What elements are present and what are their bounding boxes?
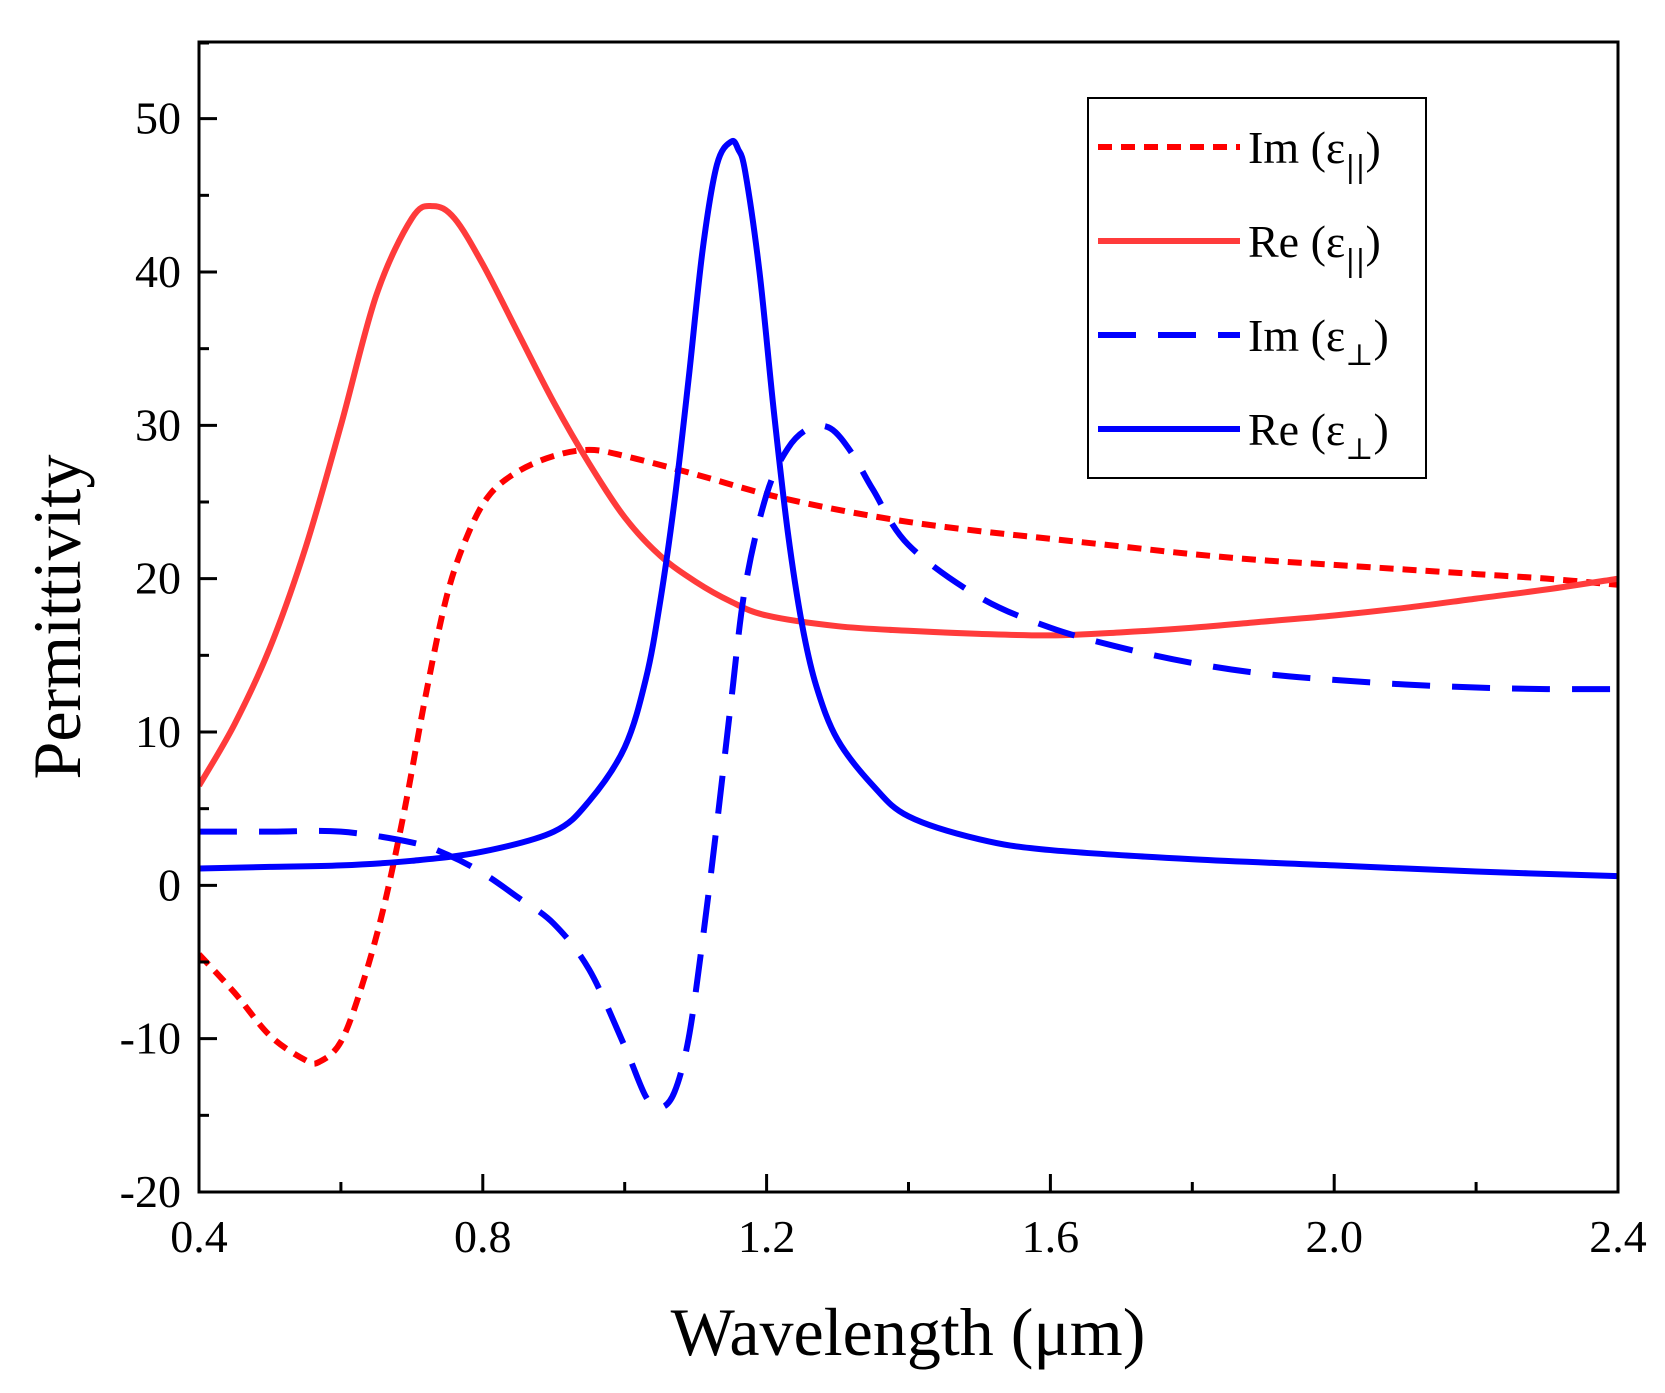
legend-label-main: Re (ε (1248, 216, 1345, 267)
legend-label-main: Im (ε (1248, 122, 1345, 173)
legend-label-close: ) (1365, 122, 1380, 173)
y-tick-label: 20 (135, 553, 181, 604)
legend-label-3: Re (ε⊥) (1248, 404, 1389, 467)
x-tick-label: 0.8 (454, 1211, 512, 1262)
legend-label-1: Re (ε||) (1248, 216, 1381, 279)
legend-label-main: Re (ε (1248, 404, 1345, 455)
y-tick-label: 40 (135, 246, 181, 297)
x-tick-label: 1.2 (738, 1211, 796, 1262)
legend-label-2: Im (ε⊥) (1248, 310, 1389, 373)
legend-label-close: ) (1373, 404, 1388, 455)
legend-label-sub: ⊥ (1345, 432, 1373, 467)
y-tick-label: -10 (120, 1013, 181, 1064)
legend-box (1087, 97, 1427, 479)
series-line-1 (199, 202, 1618, 788)
legend-items: Im (ε||)Re (ε||)Im (ε⊥)Re (ε⊥) (1098, 122, 1389, 467)
legend-label-sub: || (1345, 244, 1365, 279)
y-tick-label: 30 (135, 399, 181, 450)
x-tick-label: 1.6 (1022, 1211, 1080, 1262)
legend-label-0: Im (ε||) (1248, 122, 1381, 185)
x-axis-title: Wavelength (μm) (671, 1294, 1146, 1370)
legend: Im (ε||)Re (ε||)Im (ε⊥)Re (ε⊥) (1087, 97, 1427, 479)
x-tick-label: 0.4 (170, 1211, 228, 1262)
y-axis-title: Permittivity (19, 455, 95, 780)
series-layer (199, 138, 1618, 1111)
legend-label-main: Im (ε (1248, 310, 1345, 361)
series-line-3 (199, 138, 1618, 880)
y-tick-label: 10 (135, 706, 181, 757)
legend-label-sub: ⊥ (1345, 338, 1373, 373)
legend-label-close: ) (1373, 310, 1388, 361)
series-line-0 (199, 446, 1618, 1067)
axis-layer: 0.4 0.8 1.2 1.6 2.0 2.4 -20 -10 0 10 20 30 40 50 (120, 41, 1647, 1262)
y-tick-label: 0 (158, 859, 181, 910)
y-tick-label: -20 (120, 1166, 181, 1217)
y-tick-label: 50 (135, 93, 181, 144)
x-tick-label: 2.4 (1589, 1211, 1647, 1262)
legend-label-sub: || (1345, 150, 1365, 185)
series-line-2 (199, 422, 1618, 1111)
x-tick-label: 2.0 (1305, 1211, 1363, 1262)
legend-label-close: ) (1365, 216, 1380, 267)
